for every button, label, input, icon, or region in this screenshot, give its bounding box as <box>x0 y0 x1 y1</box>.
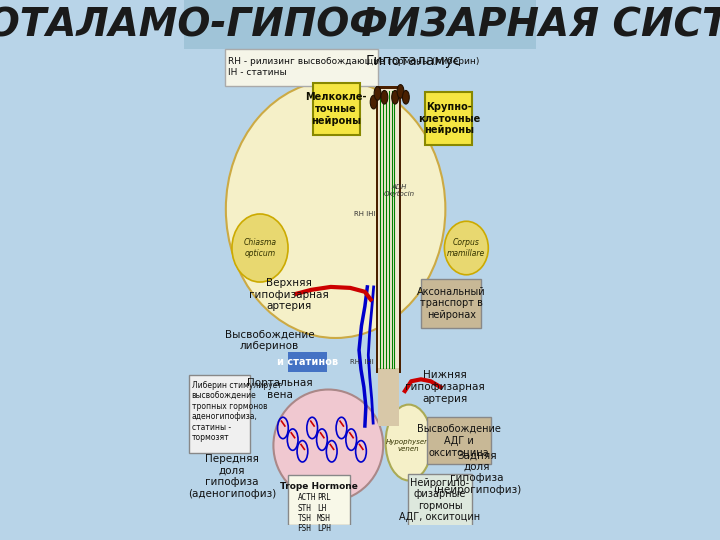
Text: Мелкокле-
точные
нейроны: Мелкокле- точные нейроны <box>305 92 367 126</box>
FancyBboxPatch shape <box>378 368 399 426</box>
FancyBboxPatch shape <box>427 417 491 464</box>
Text: RH IHI: RH IHI <box>354 211 375 217</box>
Text: Гипоталамус: Гипоталамус <box>366 55 462 68</box>
Text: Аксональный
транспорт в
нейронах: Аксональный транспорт в нейронах <box>417 287 485 320</box>
Text: Верхняя
гипофизарная
артерия: Верхняя гипофизарная артерия <box>249 278 329 311</box>
Circle shape <box>402 91 409 104</box>
FancyBboxPatch shape <box>184 0 536 49</box>
Text: Крупно-
клеточные
нейроны: Крупно- клеточные нейроны <box>418 102 480 136</box>
Text: Либерин стимулирует
высвобождение
тропных гормонов
аденогипофиза,
статины -
торм: Либерин стимулирует высвобождение тропны… <box>192 381 282 442</box>
Circle shape <box>381 91 388 104</box>
Text: Corpus
mamillare: Corpus mamillare <box>447 238 485 258</box>
Text: Chiasma
opticum: Chiasma opticum <box>243 238 276 258</box>
Text: Trope Hormone: Trope Hormone <box>280 482 358 491</box>
FancyBboxPatch shape <box>376 85 401 373</box>
Circle shape <box>370 96 377 109</box>
Text: Нейрогипо-
физарные
гормоны
АДГ, окситоцин: Нейрогипо- физарные гормоны АДГ, окситоц… <box>400 477 480 522</box>
FancyBboxPatch shape <box>408 474 472 526</box>
FancyBboxPatch shape <box>421 279 482 328</box>
Text: Hypophysen-
venen: Hypophysen- venen <box>386 439 432 452</box>
Ellipse shape <box>444 221 488 275</box>
FancyBboxPatch shape <box>312 83 359 135</box>
Circle shape <box>397 85 404 98</box>
Ellipse shape <box>386 404 432 481</box>
FancyBboxPatch shape <box>426 92 472 145</box>
Text: Передняя
доля
гипофиза
(аденогипофиз): Передняя доля гипофиза (аденогипофиз) <box>188 454 276 499</box>
FancyBboxPatch shape <box>288 352 328 372</box>
Text: Задняя
доля
гипофиза
(нейрогипофиз): Задняя доля гипофиза (нейрогипофиз) <box>433 450 521 495</box>
Text: Высвобождение
АДГ и
окситоцина: Высвобождение АДГ и окситоцина <box>417 424 500 457</box>
Text: RH - рилизинг высвобождающие гормоны (либерин): RH - рилизинг высвобождающие гормоны (ли… <box>228 57 480 66</box>
Text: ADH
Oxytocin: ADH Oxytocin <box>384 184 415 197</box>
Text: RH  IHI: RH IHI <box>350 359 374 365</box>
Circle shape <box>392 91 399 104</box>
Text: Нижняя
гипофизарная
артерия: Нижняя гипофизарная артерия <box>405 370 485 404</box>
Text: Портальная
вена: Портальная вена <box>247 378 312 400</box>
Text: IH - статины: IH - статины <box>228 68 287 77</box>
Ellipse shape <box>226 80 446 338</box>
Text: ГИПОТАЛАМО-ГИПОФИЗАРНАЯ СИСТЕМА: ГИПОТАЛАМО-ГИПОФИЗАРНАЯ СИСТЕМА <box>0 6 720 44</box>
FancyBboxPatch shape <box>288 475 350 525</box>
FancyBboxPatch shape <box>189 375 250 453</box>
Text: и статинов: и статинов <box>277 357 338 367</box>
Text: PRL
LH
MSH
LPH: PRL LH MSH LPH <box>317 493 331 534</box>
Text: ACTH
STH
TSH
FSH: ACTH STH TSH FSH <box>297 493 316 534</box>
FancyBboxPatch shape <box>378 89 399 373</box>
Ellipse shape <box>274 389 383 501</box>
Ellipse shape <box>232 214 288 282</box>
FancyBboxPatch shape <box>225 49 378 85</box>
Text: Высвобождение
либеринов: Высвобождение либеринов <box>225 329 315 351</box>
Circle shape <box>374 86 381 100</box>
